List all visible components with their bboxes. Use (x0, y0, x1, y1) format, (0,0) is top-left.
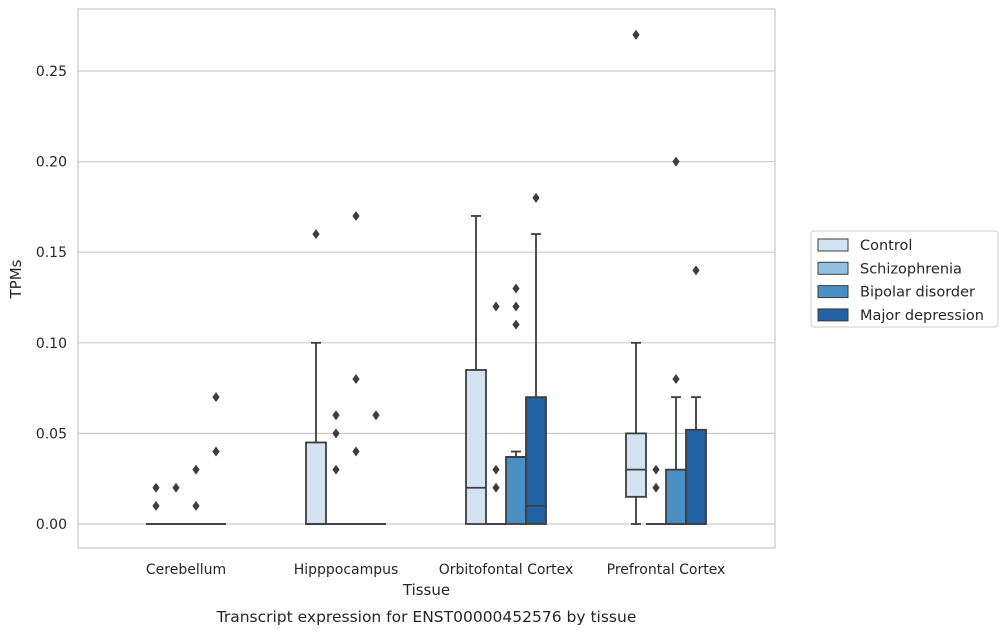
legend-swatch-1 (817, 261, 849, 275)
y-axis-title: TPMs (7, 259, 25, 299)
outlier-point (212, 392, 220, 403)
box-3-3 (685, 265, 707, 525)
legend-label-2: Bipolar disorder (860, 285, 975, 301)
outlier-point (672, 156, 680, 167)
box-2-2 (505, 283, 527, 525)
legend: Control Schizophrenia Bipolar disorder Majo… (810, 230, 999, 328)
box-1-2 (346, 210, 366, 525)
outlier-point (512, 301, 520, 312)
box-body (525, 396, 547, 525)
outlier-point (512, 319, 520, 330)
x-tick-label: Orbitofontal Cortex (439, 562, 574, 578)
y-tick-label: 0.25 (36, 64, 67, 80)
x-tick-label: Prefrontal Cortex (607, 562, 726, 578)
box-3-0 (625, 29, 647, 525)
grid-lines (78, 70, 775, 525)
y-tick-label: 0.20 (36, 155, 67, 171)
box-body (505, 456, 527, 525)
outlier-point (192, 500, 200, 511)
x-axis-title: Tissue (402, 581, 450, 599)
y-tick-labels: 0.00 0.05 0.10 0.15 0.20 0.25 (36, 64, 67, 533)
plot-frame (77, 8, 776, 549)
outlier-point (212, 446, 220, 457)
y-tick-label: 0.05 (36, 426, 67, 442)
outlier-point (332, 464, 340, 475)
box-0-3 (206, 392, 226, 525)
box-body (305, 441, 327, 525)
box-2-1 (486, 301, 506, 525)
legend-label-3: Major depression (860, 308, 984, 324)
outlier-point (352, 210, 360, 221)
box-0-1 (166, 482, 186, 525)
box-1-0 (305, 229, 327, 525)
box-1-3 (366, 410, 386, 525)
outlier-point (492, 482, 500, 493)
box-2-0 (465, 215, 487, 525)
x-tick-labels: Cerebellum Hipppocampus Orbitofontal Corte… (146, 562, 725, 578)
outlier-point (652, 464, 660, 475)
box-0-2 (186, 464, 206, 525)
chart-caption: Transcript expression for ENST0000045257… (216, 608, 637, 626)
legend-label-0: Control (860, 238, 912, 254)
outlier-point (172, 482, 180, 493)
legend-swatch-2 (817, 285, 849, 299)
box-body (665, 468, 687, 525)
outlier-point (492, 464, 500, 475)
legend-label-1: Schizophrenia (860, 261, 962, 277)
outlier-point (372, 410, 380, 421)
outlier-point (532, 192, 540, 203)
box-3-1 (646, 464, 666, 525)
box-body (465, 369, 487, 525)
outlier-point (652, 482, 660, 493)
box-body (625, 432, 647, 498)
box-1-1 (326, 410, 346, 525)
outlier-point (152, 500, 160, 511)
y-tick-label: 0.15 (36, 245, 67, 261)
outlier-point (492, 301, 500, 312)
outlier-point (352, 374, 360, 385)
y-tick-label: 0.10 (36, 336, 67, 352)
outlier-point (312, 229, 320, 240)
outlier-point (512, 283, 520, 294)
outlier-point (692, 265, 700, 276)
box-3-2 (665, 156, 687, 525)
box-0-0 (146, 482, 166, 525)
outlier-point (632, 29, 640, 40)
outlier-point (332, 428, 340, 439)
box-body (685, 428, 707, 525)
x-tick-label: Cerebellum (146, 562, 226, 578)
boxes (146, 29, 707, 525)
outlier-point (332, 410, 340, 421)
outlier-point (192, 464, 200, 475)
outlier-point (152, 482, 160, 493)
legend-frame (810, 230, 999, 328)
legend-swatch-0 (817, 238, 849, 252)
x-tick-label: Hipppocampus (294, 562, 399, 578)
legend-swatch-3 (817, 308, 849, 322)
box-2-3 (525, 192, 547, 525)
outlier-point (672, 374, 680, 385)
y-tick-label: 0.00 (36, 517, 67, 533)
outlier-point (352, 446, 360, 457)
